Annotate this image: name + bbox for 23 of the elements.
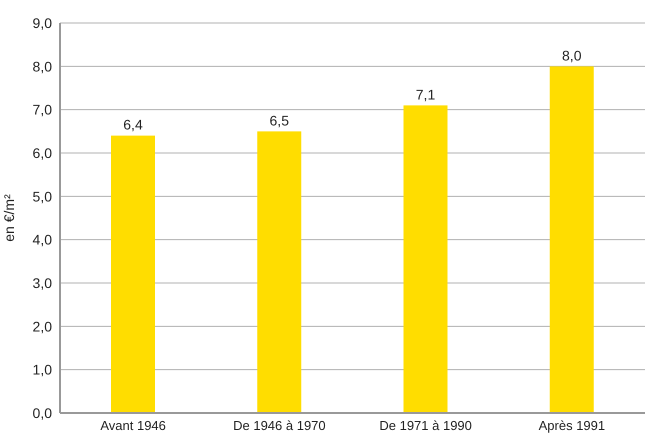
y-tick-label: 1,0	[32, 362, 52, 378]
data-label: 7,1	[416, 86, 436, 102]
x-tick-label: Après 1991	[538, 418, 606, 434]
x-tick-label: De 1946 à 1970	[233, 418, 326, 434]
data-label: 6,4	[123, 116, 143, 133]
y-tick-label: 5,0	[32, 188, 52, 204]
y-tick-label: 2,0	[32, 318, 52, 334]
y-tick-label: 3,0	[32, 274, 52, 291]
y-tick-label: 4,0	[32, 232, 52, 248]
bar	[111, 136, 155, 413]
y-tick-label: 7,0	[32, 102, 52, 118]
bar	[404, 105, 448, 413]
y-tick-label: 8,0	[32, 58, 52, 74]
bar	[550, 66, 594, 413]
bar	[257, 131, 302, 413]
data-label: 8,0	[562, 47, 582, 64]
y-axis-title: en €/m²	[1, 194, 17, 242]
y-tick-label: 6,0	[32, 144, 52, 161]
data-label: 6,5	[270, 112, 290, 128]
y-tick-label: 0,0	[32, 404, 52, 421]
y-tick-label: 9,0	[32, 14, 52, 31]
x-tick-label: De 1971 à 1990	[379, 418, 472, 434]
x-tick-label: Avant 1946	[100, 418, 166, 434]
